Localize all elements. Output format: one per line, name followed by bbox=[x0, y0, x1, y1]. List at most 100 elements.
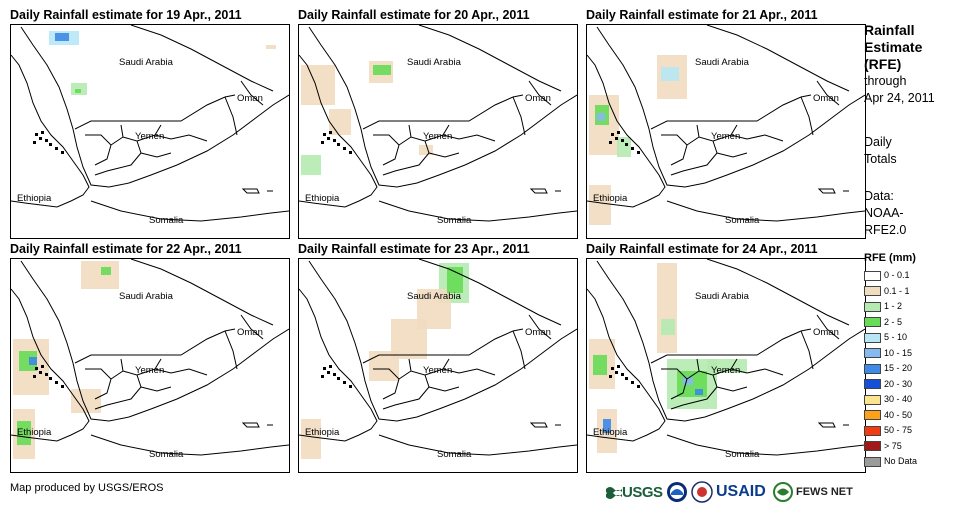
rainfall-map: Saudi Arabia Oman Yemen Ethiopia Somalia bbox=[10, 258, 290, 473]
africa-coastline bbox=[11, 288, 90, 442]
island bbox=[349, 151, 352, 154]
island bbox=[343, 381, 346, 384]
legend-item: 30 - 40 bbox=[864, 392, 912, 406]
oman-boundary bbox=[240, 314, 264, 340]
yemen-oman-boundary bbox=[512, 96, 526, 136]
socotra-island bbox=[817, 188, 849, 194]
rainfall-patch bbox=[29, 357, 37, 365]
label-ethiopia: Ethiopia bbox=[17, 427, 52, 438]
island bbox=[39, 137, 42, 140]
island bbox=[343, 147, 346, 150]
usgs-wave-icon bbox=[606, 487, 622, 499]
island bbox=[49, 143, 52, 146]
rainfall-patch bbox=[683, 377, 693, 385]
label-somalia: Somalia bbox=[437, 215, 472, 226]
legend-label: 0 - 0.1 bbox=[884, 270, 910, 280]
somalia-coastline bbox=[378, 434, 577, 456]
yemen-governorate-lines bbox=[85, 358, 208, 410]
rainfall-patch bbox=[617, 137, 631, 157]
fewsnet-logo-text: FEWS NET bbox=[796, 486, 853, 498]
island bbox=[39, 371, 42, 374]
map-graphic bbox=[11, 259, 289, 459]
oman-boundary bbox=[528, 314, 552, 340]
usaid-logo: USAID bbox=[716, 481, 766, 503]
yemen-oman-boundary bbox=[224, 330, 238, 370]
label-yemen: Yemen bbox=[423, 365, 453, 376]
usaid-logo-text: USAID bbox=[716, 483, 766, 500]
noaa-seal-icon bbox=[667, 482, 687, 502]
label-ethiopia: Ethiopia bbox=[305, 427, 340, 438]
arabia-coastline bbox=[20, 260, 289, 422]
island bbox=[609, 375, 612, 378]
legend-item: 0 - 0.1 bbox=[864, 268, 910, 282]
map-credit: Map produced by USGS/EROS bbox=[10, 482, 164, 494]
legend-label: 0.1 - 1 bbox=[884, 285, 910, 296]
island bbox=[55, 381, 58, 384]
legend-item: 10 - 15 bbox=[864, 346, 912, 360]
island bbox=[337, 143, 340, 146]
legend-swatch bbox=[864, 363, 881, 374]
somalia-coastline bbox=[90, 200, 289, 222]
africa-coastline bbox=[11, 54, 90, 208]
rainfall-layer bbox=[49, 31, 276, 95]
map-panel-24-apr: Daily Rainfall estimate for 24 Apr., 201… bbox=[586, 238, 866, 473]
rainfall-map: Saudi Arabia Oman Yemen Ethiopia Somalia bbox=[298, 24, 578, 239]
legend-label: 20 - 30 bbox=[884, 378, 913, 389]
fewsnet-globe-icon bbox=[773, 482, 793, 502]
panel-title: Daily Rainfall estimate for 20 Apr., 201… bbox=[298, 8, 530, 22]
panel-title: Daily Rainfall estimate for 19 Apr., 201… bbox=[10, 8, 242, 22]
rainfall-layer bbox=[589, 55, 687, 225]
africa-coastline bbox=[299, 288, 378, 442]
red-sea-islands bbox=[33, 131, 64, 154]
rainfall-patch bbox=[447, 267, 463, 293]
saudi-boundary bbox=[706, 25, 850, 92]
label-oman: Oman bbox=[237, 93, 263, 104]
legend-item: 20 - 30 bbox=[864, 377, 912, 391]
red-sea-islands bbox=[33, 365, 64, 388]
label-yemen: Yemen bbox=[135, 131, 165, 142]
africa-coastline bbox=[299, 54, 378, 208]
label-saudi-arabia: Saudi Arabia bbox=[119, 57, 173, 68]
heading-line-1: Rainfall bbox=[864, 22, 915, 38]
dept-seal-logo bbox=[691, 481, 713, 503]
rainfall-patch bbox=[661, 67, 679, 81]
rainfall-patch bbox=[101, 267, 111, 275]
totals-line-2: Totals bbox=[864, 152, 897, 166]
data-line-2: NOAA- bbox=[864, 206, 904, 220]
arabia-coastline bbox=[596, 260, 865, 422]
rainfall-patch bbox=[19, 351, 37, 371]
yemen-oman-boundary bbox=[800, 96, 814, 136]
usgs-logo-text: USGS bbox=[622, 483, 663, 501]
label-somalia: Somalia bbox=[149, 215, 184, 226]
rainfall-map: Saudi Arabia Oman Yemen Ethiopia Somalia bbox=[10, 24, 290, 239]
label-saudi-arabia: Saudi Arabia bbox=[695, 57, 749, 68]
saudi-boundary bbox=[706, 259, 850, 326]
legend-item: 5 - 10 bbox=[864, 330, 907, 344]
island bbox=[327, 371, 330, 374]
map-graphic bbox=[587, 25, 865, 225]
island bbox=[41, 131, 44, 134]
data-line-1: Data: bbox=[864, 189, 894, 203]
yemen-governorate-lines bbox=[85, 124, 208, 176]
legend-swatch bbox=[864, 410, 881, 421]
legend-label: 5 - 10 bbox=[884, 332, 908, 342]
island bbox=[327, 137, 330, 140]
legend-swatch bbox=[864, 301, 881, 312]
socotra-island bbox=[241, 188, 273, 194]
yemen-oman-boundary bbox=[224, 96, 238, 136]
yemen-oman-boundary bbox=[512, 330, 526, 370]
legend-swatch bbox=[864, 379, 881, 390]
legend-label: 2 - 5 bbox=[884, 316, 903, 327]
island bbox=[321, 375, 324, 378]
legend-swatch bbox=[864, 348, 881, 359]
island bbox=[329, 131, 332, 134]
somalia-coastline bbox=[666, 434, 865, 456]
label-ethiopia: Ethiopia bbox=[593, 193, 628, 204]
yemen-oman-boundary bbox=[800, 330, 814, 370]
island bbox=[617, 131, 620, 134]
legend-label: 1 - 2 bbox=[884, 301, 903, 311]
totals-line-1: Daily bbox=[864, 135, 892, 149]
map-panel-21-apr: Daily Rainfall estimate for 21 Apr., 201… bbox=[586, 4, 866, 239]
rainfall-patch bbox=[657, 263, 677, 353]
legend-swatch bbox=[864, 394, 881, 405]
